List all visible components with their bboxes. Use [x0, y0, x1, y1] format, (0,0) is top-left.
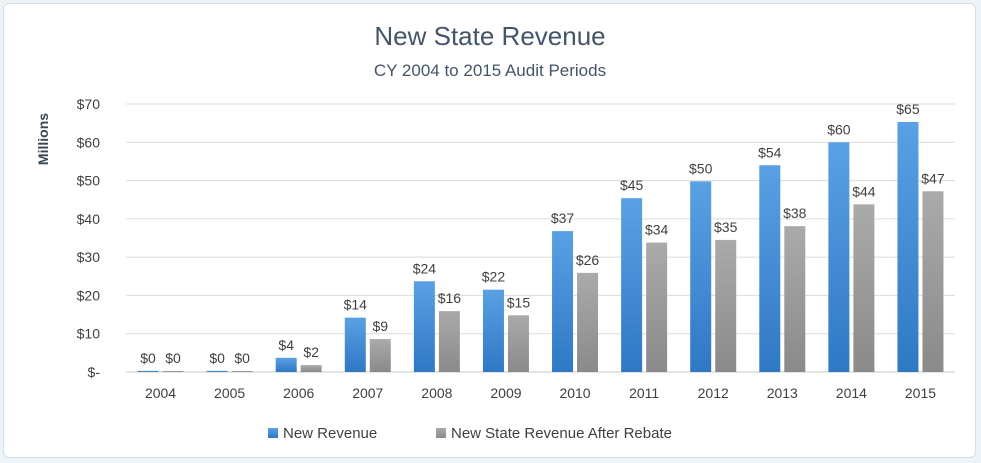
- bar-after-rebate-2010: [577, 272, 599, 372]
- bar-after-rebate-2009: [507, 315, 529, 372]
- x-tick-label: 2006: [283, 385, 314, 401]
- data-label-after-rebate-2013: $38: [783, 205, 807, 221]
- data-label-after-rebate-2010: $26: [576, 252, 600, 268]
- data-label-after-rebate-2009: $15: [507, 294, 531, 310]
- data-label-new-revenue-2012: $50: [689, 160, 713, 176]
- legend: New Revenue New State Revenue After Reba…: [268, 425, 672, 442]
- bar-after-rebate-2015: [922, 191, 944, 372]
- bar-after-rebate-2006: [300, 365, 322, 372]
- bar-after-rebate-2004: [162, 371, 184, 372]
- y-tick-label: $60: [77, 134, 101, 150]
- data-label-after-rebate-2004: $0: [165, 350, 181, 366]
- x-tick-label: 2015: [905, 385, 936, 401]
- x-tick-label: 2013: [767, 385, 798, 401]
- x-tick-label: 2008: [421, 385, 452, 401]
- x-tick-label: 2009: [490, 385, 521, 401]
- bar-new-revenue-2011: [621, 198, 643, 372]
- data-label-after-rebate-2012: $35: [714, 219, 738, 235]
- data-label-after-rebate-2008: $16: [438, 290, 462, 306]
- legend-swatch-new-revenue: [268, 428, 278, 438]
- data-label-new-revenue-2006: $4: [278, 337, 294, 353]
- y-tick-label: $40: [77, 211, 101, 227]
- x-tick-label: 2007: [352, 385, 383, 401]
- data-label-after-rebate-2005: $0: [234, 350, 250, 366]
- bar-new-revenue-2010: [552, 231, 574, 372]
- data-label-after-rebate-2007: $9: [373, 318, 389, 334]
- bar-new-revenue-2006: [275, 357, 297, 372]
- data-label-after-rebate-2014: $44: [852, 183, 876, 199]
- y-tick-label: $20: [77, 287, 101, 303]
- data-label-new-revenue-2009: $22: [482, 269, 506, 285]
- bar-new-revenue-2009: [482, 289, 504, 372]
- y-tick-label: $30: [77, 249, 101, 265]
- data-label-new-revenue-2005: $0: [209, 350, 225, 366]
- data-label-new-revenue-2011: $45: [620, 177, 644, 193]
- x-tick-label: 2010: [559, 385, 590, 401]
- bar-after-rebate-2005: [231, 371, 253, 372]
- bar-new-revenue-2013: [759, 165, 781, 372]
- bars: [137, 121, 944, 372]
- data-label-new-revenue-2013: $54: [758, 144, 782, 160]
- legend-label-new-revenue: New Revenue: [283, 425, 377, 442]
- bar-new-revenue-2012: [690, 181, 712, 372]
- data-label-new-revenue-2015: $65: [896, 101, 920, 117]
- bar-after-rebate-2012: [715, 239, 737, 372]
- chart-frame: [3, 3, 976, 458]
- bar-new-revenue-2007: [344, 317, 366, 372]
- data-label-new-revenue-2008: $24: [413, 260, 437, 276]
- y-tick-label: $-: [88, 364, 101, 380]
- y-axis-label: Millions: [35, 113, 51, 165]
- bar-new-revenue-2004: [137, 370, 159, 372]
- bar-after-rebate-2011: [646, 242, 668, 372]
- data-label-new-revenue-2004: $0: [140, 350, 156, 366]
- bar-new-revenue-2008: [413, 281, 435, 372]
- data-label-new-revenue-2014: $60: [827, 121, 851, 137]
- x-tick-label: 2011: [629, 385, 659, 401]
- y-tick-label: $10: [77, 326, 101, 342]
- gridlines: [126, 103, 955, 373]
- data-label-new-revenue-2007: $14: [344, 297, 368, 313]
- bar-after-rebate-2013: [784, 226, 806, 372]
- y-tick-label: $50: [77, 173, 101, 189]
- x-tick-label: 2005: [214, 385, 245, 401]
- y-axis-ticks: $- $10 $20 $30 $40 $50 $60 $70: [77, 96, 101, 380]
- data-label-after-rebate-2015: $47: [921, 170, 945, 186]
- bar-new-revenue-2015: [897, 121, 919, 372]
- bar-after-rebate-2008: [438, 311, 460, 372]
- chart-subtitle: CY 2004 to 2015 Audit Periods: [374, 61, 606, 80]
- bar-after-rebate-2007: [369, 339, 391, 372]
- legend-label-after-rebate: New State Revenue After Rebate: [451, 425, 672, 442]
- data-label-after-rebate-2006: $2: [303, 344, 319, 360]
- legend-swatch-after-rebate: [436, 428, 446, 438]
- x-tick-label: 2014: [836, 385, 867, 401]
- y-tick-label: $70: [77, 96, 101, 112]
- data-label-after-rebate-2011: $34: [645, 222, 669, 238]
- x-axis-ticks: 2004 2005 2006 2007 2008 2009 2010 2011 2012 2013…: [145, 385, 936, 401]
- x-tick-label: 2004: [145, 385, 176, 401]
- bar-after-rebate-2014: [853, 204, 875, 372]
- chart-title: New State Revenue: [374, 21, 605, 51]
- x-tick-label: 2012: [698, 385, 729, 401]
- bar-new-revenue-2005: [206, 370, 228, 372]
- bar-new-revenue-2014: [828, 142, 850, 372]
- data-label-new-revenue-2010: $37: [551, 210, 575, 226]
- data-labels: $0 $0 $0 $0 $4 $2 $14 $9 $24$16 $22$15 $37 $26 $45 $3…: [140, 101, 945, 366]
